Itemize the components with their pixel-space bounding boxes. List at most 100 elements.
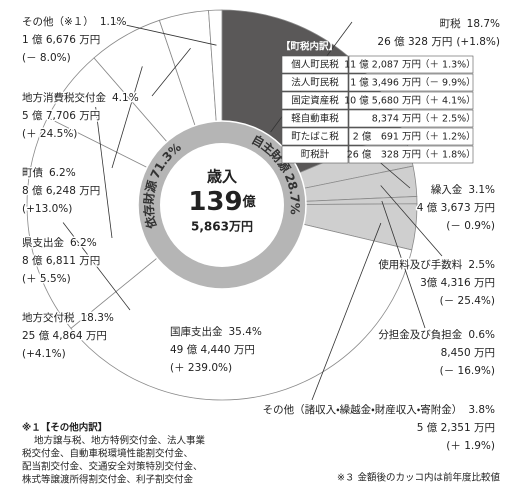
total-main: 139	[188, 187, 242, 217]
percent-label: 35.4%	[229, 326, 262, 338]
label-amount: 26 億 328 万円 (+1.8%)	[377, 35, 500, 48]
amount: 8 億 6,248 万円	[22, 184, 100, 197]
amount: 4 億 3,673 万円	[417, 201, 495, 214]
percent-label: 6.2%	[70, 237, 97, 249]
change: (+1.8%)	[456, 36, 500, 48]
table-cell	[281, 127, 349, 146]
label-change: (+13.0%)	[22, 203, 72, 215]
label-name: 町税 18.7%	[440, 17, 500, 30]
label-change: (+4.1%)	[22, 348, 66, 360]
center-sub: 5,863万円	[191, 220, 253, 234]
table-name: 固定資産税	[291, 95, 339, 107]
table-amount: 8,374 万円	[372, 114, 421, 125]
leader-line	[151, 47, 191, 97]
category-name: 分担金及び負担金	[378, 328, 462, 341]
table-cell	[348, 73, 474, 92]
percent-label: 6.2%	[49, 167, 76, 179]
table-cell	[348, 145, 474, 164]
label-change: (＋ 239.0%)	[170, 362, 232, 374]
note-title: ※１【その他内訳】	[22, 422, 107, 434]
category-name: 地方交付税	[22, 311, 75, 324]
total-unit: 億	[242, 194, 256, 210]
table-cell	[281, 91, 349, 110]
slice	[70, 204, 413, 401]
table-change: （＋ 4.1%）	[420, 95, 476, 107]
amount: 25 億 4,864 万円	[22, 329, 107, 342]
table-cell	[348, 109, 474, 128]
table-change: （＋ 1.2%）	[420, 131, 476, 143]
footnote: ※３ 金額後のカッコ内は前年度比較値	[337, 472, 500, 484]
percent-label: 3.8%	[468, 404, 495, 416]
label-change: (＋ 24.5%)	[22, 128, 77, 140]
table-change: （＋ 2.5%）	[420, 113, 476, 125]
labels: 町税 18.7% 26 億 328 万円 (+1.8%) 繰入金 3.1% 4 億 3,67…	[21, 14, 502, 454]
table-change: （＋ 1.8%）	[420, 149, 476, 161]
label-change: (－ 0.9%)	[446, 220, 495, 232]
center-total: 139億	[188, 187, 255, 217]
leader-line	[381, 200, 426, 329]
percent-label: 3.1%	[468, 184, 495, 196]
label-name: 国庫支出金 35.4%	[170, 325, 262, 338]
table-cell	[281, 145, 349, 164]
label-change: (－ 16.9%)	[440, 365, 495, 377]
center-disc	[160, 143, 284, 267]
table-amount: 26 億 328 万円	[347, 149, 421, 161]
table-amount: 2 億 691 万円	[353, 131, 421, 143]
label-amount: 25 億 4,864 万円	[22, 329, 107, 342]
label-name: 地方消費税交付金 4.1%	[22, 91, 139, 104]
amount: 1 億 6,676 万円	[22, 33, 100, 46]
label-change: (－ 8.0%)	[22, 52, 71, 64]
leader-line	[95, 106, 113, 239]
label-name: その他（※１） 1.1%	[22, 15, 127, 28]
label-name: 分担金及び負担金 0.6%	[378, 328, 495, 341]
category-name: 地方消費税交付金	[22, 91, 106, 104]
amount: 5 億 7,706 万円	[22, 109, 100, 122]
percent-label: 4.1%	[112, 92, 139, 104]
note-line: 株式等譲渡所得割交付金、利子割交付金	[22, 474, 194, 486]
category-name: 県支出金	[22, 236, 64, 249]
center-title: 歳入	[207, 168, 237, 186]
tax-breakdown: 【町税内訳】個人町民税 11 億 2,087 万円 （＋ 1.3%） 法人町民税 1 億…	[281, 41, 476, 164]
leader-line	[311, 222, 382, 401]
label-amount: 3億 4,316 万円	[420, 276, 495, 289]
percent-label: 0.6%	[468, 329, 495, 341]
notes: ※１【その他内訳】地方譲与税、地方特例交付金、法人事業税交付金、自動車税環境性能…	[22, 422, 500, 486]
table-cell	[281, 55, 349, 74]
table-cell	[348, 127, 474, 146]
table-amount: 10 億 5,680 万円	[344, 95, 421, 107]
table-change: （－ 9.9%）	[420, 77, 476, 89]
amount: 5 億 2,351 万円	[417, 421, 495, 434]
table-title: 【町税内訳】	[281, 41, 338, 53]
slice	[26, 117, 223, 329]
note-line: 地方譲与税、地方特例交付金、法人事業	[34, 435, 206, 447]
table-name: 町たばこ税	[291, 131, 339, 143]
amount: 26 億 328 万円	[377, 35, 452, 48]
table-name: 法人町民税	[291, 77, 339, 89]
table-cell	[348, 91, 474, 110]
table-cell	[281, 109, 349, 128]
table-cell	[348, 55, 474, 74]
amount: 49 億 4,440 万円	[170, 343, 255, 356]
label-change: (－ 25.4%)	[440, 295, 495, 307]
label-amount: 49 億 4,440 万円	[170, 343, 255, 356]
table-name: 個人町民税	[291, 59, 339, 71]
table-cell	[281, 73, 349, 92]
note-line: 税交付金、自動車税環境性能割交付金、	[22, 448, 193, 460]
leader-line	[62, 222, 131, 311]
category-name: その他（※１）	[22, 15, 94, 28]
amount: 8 億 6,811 万円	[22, 254, 100, 267]
label-name: 県支出金 6.2%	[22, 236, 97, 249]
amount: 8,450 万円	[441, 347, 495, 359]
percent-label: 1.1%	[100, 16, 127, 28]
leader-line	[380, 185, 443, 257]
category-name: 国庫支出金	[170, 325, 223, 338]
label-amount: 5 億 7,706 万円	[22, 109, 100, 122]
label-change: (＋ 1.9%)	[446, 440, 495, 452]
label-name: 地方交付税 18.3%	[22, 311, 114, 324]
label-name: 使用料及び手数料 2.5%	[378, 258, 495, 271]
leader-line	[111, 21, 217, 46]
table-change: （＋ 1.3%）	[420, 59, 476, 71]
label-change: (＋ 5.5%)	[22, 273, 71, 285]
label-amount: 5 億 2,351 万円	[417, 421, 495, 434]
